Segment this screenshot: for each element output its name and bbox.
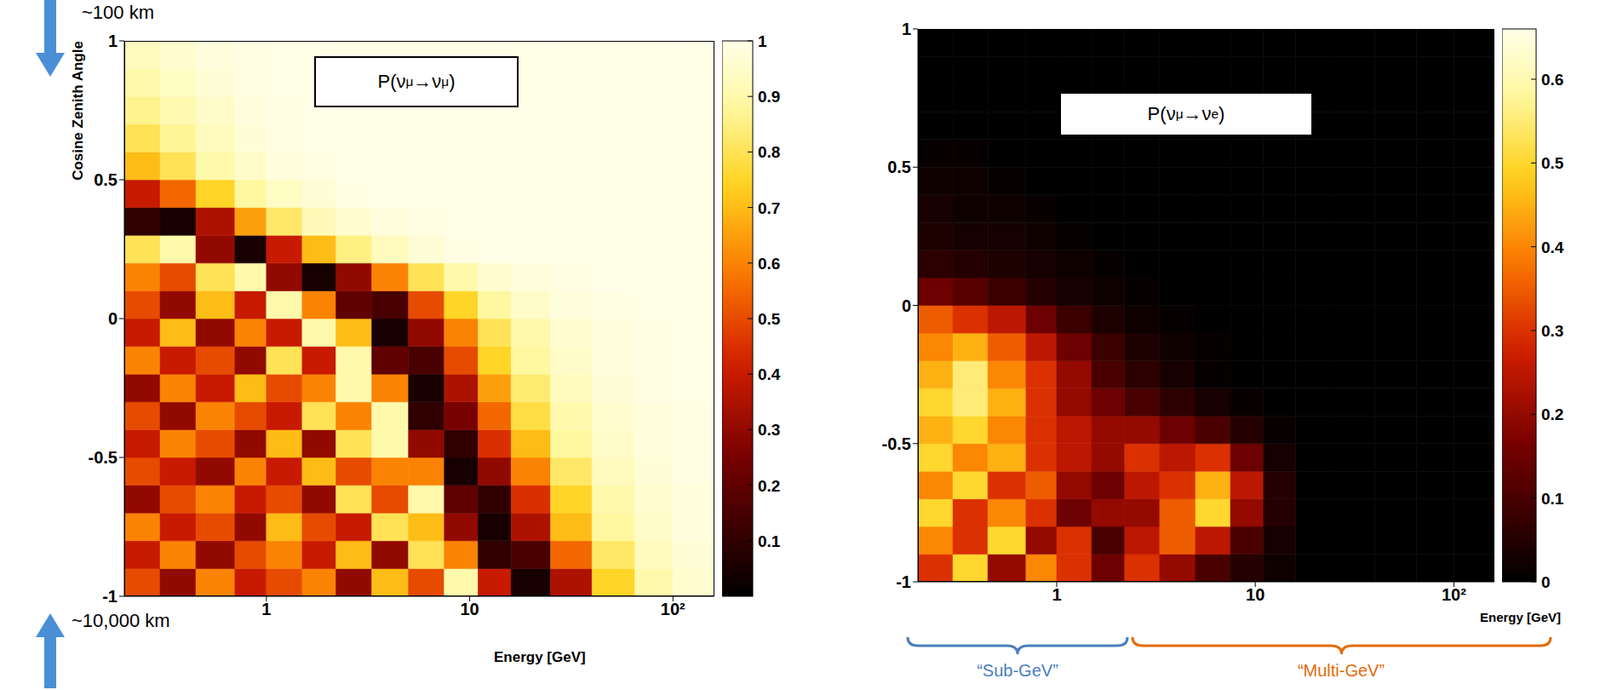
html-text:Energy [GeV]: Energy [GeV] [1479, 609, 1561, 625]
svg-text:0.3: 0.3 [1541, 321, 1564, 340]
html-text:Cosine Zenith Angle: Cosine Zenith Angle [69, 40, 87, 181]
svg-text:0.8: 0.8 [757, 143, 780, 161]
html-text:“Sub-GeV”: “Sub-GeV” [976, 660, 1059, 680]
svg-text:10: 10 [1245, 584, 1265, 604]
svg-text:-0.5: -0.5 [88, 447, 118, 467]
svg-text:0.2: 0.2 [757, 476, 780, 495]
svg-text:0.2: 0.2 [1541, 405, 1564, 424]
svg-text:0.6: 0.6 [757, 254, 780, 273]
svg-text:-1: -1 [102, 586, 118, 606]
svg-text:10²: 10² [660, 599, 686, 619]
svg-text:0.5: 0.5 [757, 309, 781, 328]
svg-text:0.5: 0.5 [1541, 154, 1565, 173]
html-text:“Multi-GeV”: “Multi-GeV” [1297, 660, 1385, 680]
svg-text:0: 0 [108, 309, 118, 328]
svg-text:10: 10 [459, 599, 479, 619]
svg-text:-1: -1 [895, 572, 912, 591]
html-text:~10,000 km: ~10,000 km [71, 609, 170, 631]
svg-text:0.4: 0.4 [757, 365, 781, 384]
html-text:P (νμ→ νμ): P (νμ→ νμ) [377, 70, 456, 92]
svg-text:1: 1 [1051, 584, 1061, 604]
svg-text:1: 1 [901, 19, 912, 39]
svg-text:0.5: 0.5 [887, 157, 912, 177]
svg-text:0.1: 0.1 [757, 532, 781, 551]
svg-text:0.5: 0.5 [93, 170, 118, 190]
svg-text:0.4: 0.4 [1541, 238, 1565, 257]
svg-text:10²: 10² [1441, 584, 1467, 604]
svg-text:1: 1 [261, 599, 271, 619]
svg-text:0: 0 [901, 296, 912, 316]
html-text:~100 km: ~100 km [81, 1, 155, 23]
svg-text:0: 0 [1541, 573, 1551, 591]
html-text:P (νμ→ νe): P (νμ→ νe) [1147, 103, 1225, 125]
svg-text:0.9: 0.9 [757, 87, 780, 106]
svg-text:1: 1 [757, 32, 768, 51]
svg-text:0.7: 0.7 [757, 199, 780, 218]
svg-text:0.3: 0.3 [757, 420, 780, 439]
svg-text:0.6: 0.6 [1541, 70, 1564, 89]
html-text:Energy [GeV]: Energy [GeV] [493, 648, 586, 666]
svg-text:0.1: 0.1 [1541, 489, 1565, 508]
svg-text:-0.5: -0.5 [882, 434, 912, 454]
svg-text:1: 1 [108, 31, 118, 51]
